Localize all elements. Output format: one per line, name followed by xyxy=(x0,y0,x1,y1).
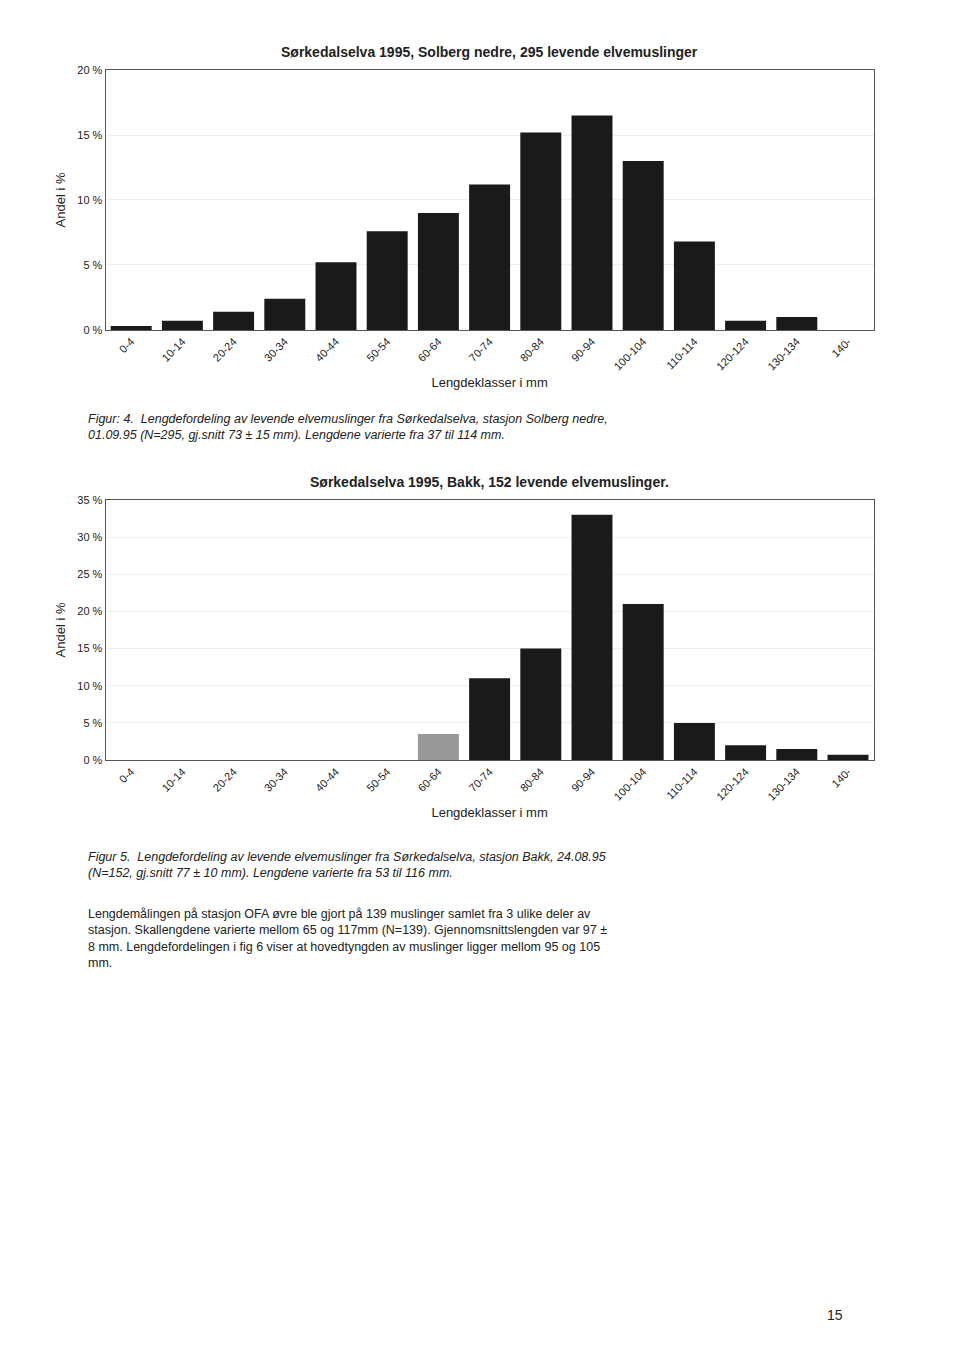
svg-text:20-24: 20-24 xyxy=(211,766,239,794)
svg-text:Figur: 4. Lengdefordeling av: Figur: 4. Lengdefordeling av levende elv… xyxy=(88,412,608,442)
svg-text:Sørkedalselva 1995, Solberg ne: Sørkedalselva 1995, Solberg nedre, 295 l… xyxy=(281,44,698,60)
svg-text:110-114: 110-114 xyxy=(664,335,700,371)
svg-text:60-64: 60-64 xyxy=(415,335,443,363)
svg-text:0 %: 0 % xyxy=(83,754,102,766)
svg-text:70-74: 70-74 xyxy=(467,335,495,363)
svg-text:Figur 5. Lengdefordeling av l: Figur 5. Lengdefordeling av levende elve… xyxy=(88,850,606,880)
svg-text:0 %: 0 % xyxy=(83,324,102,336)
svg-text:5 %: 5 % xyxy=(83,717,102,729)
svg-text:30 %: 30 % xyxy=(77,531,102,543)
svg-text:140-: 140- xyxy=(829,765,853,789)
svg-text:35 %: 35 % xyxy=(77,494,102,506)
svg-text:120-124: 120-124 xyxy=(714,335,751,372)
svg-text:10-14: 10-14 xyxy=(159,335,187,363)
svg-text:10-14: 10-14 xyxy=(159,766,187,794)
svg-text:50-54: 50-54 xyxy=(364,335,392,363)
svg-text:130-134: 130-134 xyxy=(765,335,802,372)
svg-text:20 %: 20 % xyxy=(77,64,102,76)
svg-text:20 %: 20 % xyxy=(77,605,102,617)
svg-text:40-44: 40-44 xyxy=(313,335,341,363)
svg-text:0-4: 0-4 xyxy=(117,766,137,786)
svg-text:80-84: 80-84 xyxy=(518,335,546,363)
svg-text:40-44: 40-44 xyxy=(313,766,341,794)
svg-text:15 %: 15 % xyxy=(77,642,102,654)
svg-text:70-74: 70-74 xyxy=(467,766,495,794)
svg-text:130-134: 130-134 xyxy=(765,766,802,803)
svg-text:Lengdeklasser i mm: Lengdeklasser i mm xyxy=(431,805,547,820)
svg-text:25 %: 25 % xyxy=(77,568,102,580)
svg-text:0-4: 0-4 xyxy=(117,335,137,355)
svg-text:10 %: 10 % xyxy=(77,194,102,206)
svg-text:30-34: 30-34 xyxy=(262,335,290,363)
svg-text:15: 15 xyxy=(827,1307,843,1323)
svg-text:90-94: 90-94 xyxy=(569,335,597,363)
svg-text:30-34: 30-34 xyxy=(262,766,290,794)
svg-text:100-104: 100-104 xyxy=(611,335,648,372)
svg-text:Andel i %: Andel i % xyxy=(53,172,68,227)
svg-text:Sørkedalselva 1995, Bakk, 152: Sørkedalselva 1995, Bakk, 152 levende el… xyxy=(310,474,669,490)
svg-text:50-54: 50-54 xyxy=(364,766,392,794)
svg-text:90-94: 90-94 xyxy=(569,766,597,794)
svg-text:140-: 140- xyxy=(829,335,853,359)
svg-text:5 %: 5 % xyxy=(83,259,102,271)
svg-text:15 %: 15 % xyxy=(77,129,102,141)
svg-text:120-124: 120-124 xyxy=(714,766,751,803)
svg-text:80-84: 80-84 xyxy=(518,766,546,794)
svg-text:100-104: 100-104 xyxy=(611,766,648,803)
svg-text:Lengdeklasser i mm: Lengdeklasser i mm xyxy=(431,375,547,390)
svg-text:Andel i %: Andel i % xyxy=(53,602,68,657)
svg-text:110-114: 110-114 xyxy=(664,766,700,802)
svg-text:60-64: 60-64 xyxy=(415,766,443,794)
svg-text:20-24: 20-24 xyxy=(211,335,239,363)
svg-text:Lengdemålingen på stasjon OFA: Lengdemålingen på stasjon OFA øvre ble g… xyxy=(88,907,607,970)
svg-text:10 %: 10 % xyxy=(77,680,102,692)
